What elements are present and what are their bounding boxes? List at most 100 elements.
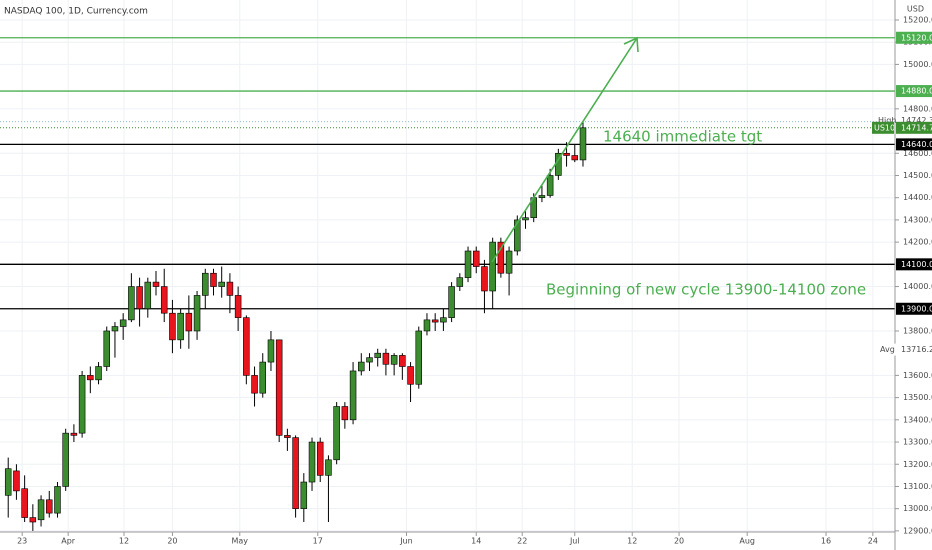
level-label: 15120.0 xyxy=(901,33,932,42)
x-tick-label: 12 xyxy=(627,537,637,546)
candle-body xyxy=(160,286,168,314)
last-value: 14714.7 xyxy=(901,123,932,132)
candle-body xyxy=(390,355,398,365)
y-tick-label: 15000.0 xyxy=(903,60,932,69)
y-tick-label: 13300.0 xyxy=(903,438,932,447)
candle-body xyxy=(415,330,423,385)
y-tick-label: 14400.0 xyxy=(903,193,932,202)
x-tick-label: 20 xyxy=(167,537,177,546)
currency: USD xyxy=(907,5,924,14)
y-tick-label: 13000.0 xyxy=(903,504,932,513)
candle-body xyxy=(177,312,184,341)
candle-body xyxy=(169,312,176,341)
x-tick-label: 17 xyxy=(313,537,323,546)
candle-body xyxy=(95,366,102,381)
x-tick-label: 14 xyxy=(471,537,481,546)
y-tick-label: 13500.0 xyxy=(903,393,932,402)
candle-body xyxy=(464,250,472,278)
x-tick-label: 22 xyxy=(517,537,527,546)
y-tick-label: 14300.0 xyxy=(903,215,932,224)
candle-body xyxy=(103,330,110,367)
candle-body xyxy=(325,459,332,476)
candle-body xyxy=(456,277,464,287)
candle-body xyxy=(37,499,45,521)
candle-body xyxy=(440,317,447,323)
candle-body xyxy=(87,375,94,381)
candle-body xyxy=(21,488,28,518)
y-tick-label: 14600.0 xyxy=(903,149,932,158)
candle-body xyxy=(13,470,20,492)
candle-body xyxy=(497,241,505,274)
candle-body xyxy=(489,241,496,292)
level-box xyxy=(896,302,932,315)
candle-body xyxy=(234,295,242,318)
candle-body xyxy=(407,366,414,385)
avg-box xyxy=(878,343,932,356)
candle-body xyxy=(152,281,160,287)
candle-body xyxy=(431,319,439,323)
x-tick-label: Apr xyxy=(61,537,76,546)
y-tick-label: 13800.0 xyxy=(903,326,932,335)
y-tick-label: 13600.0 xyxy=(903,371,932,380)
y-tick-label: 14000.0 xyxy=(903,282,932,291)
x-tick-label: 12 xyxy=(119,537,129,546)
candle-body xyxy=(62,432,69,487)
candle-body xyxy=(78,375,86,434)
x-tick-label: Jun xyxy=(399,537,413,546)
axes: 15200.015100.015000.014800.014600.014500… xyxy=(17,15,932,546)
trend-arrow xyxy=(491,36,639,263)
candle-body xyxy=(226,281,234,296)
candle-body xyxy=(70,432,78,436)
annotation: Beginning of new cycle 13900-14100 zone xyxy=(546,281,866,299)
candle-body xyxy=(111,326,119,332)
candle-body xyxy=(202,272,209,296)
candle-body xyxy=(505,250,513,274)
candle-body xyxy=(185,312,193,332)
y-tick-label: 14200.0 xyxy=(903,238,932,247)
candle-body xyxy=(333,406,340,461)
last-name-box xyxy=(872,121,894,134)
last-name: US100 xyxy=(874,123,900,132)
y-tick-label: 13400.0 xyxy=(903,415,932,424)
candle-body xyxy=(275,339,283,436)
candle-body xyxy=(119,319,127,327)
candle-body xyxy=(399,355,406,367)
candle-body xyxy=(292,437,299,509)
arrow-head xyxy=(623,36,639,53)
y-tick-label: 13100.0 xyxy=(903,482,932,491)
candle-body xyxy=(210,272,217,287)
level-label: 14640.0 xyxy=(901,140,932,149)
candle-body xyxy=(29,517,37,523)
candle-body xyxy=(448,286,455,318)
candle-body xyxy=(546,175,554,196)
candles xyxy=(4,121,587,531)
high-name: High xyxy=(878,116,896,125)
x-tick-label: 24 xyxy=(868,537,878,546)
candle-body xyxy=(193,295,201,332)
y-tick-label: 13200.0 xyxy=(903,460,932,469)
level-box xyxy=(896,258,932,271)
candle-body xyxy=(481,266,488,292)
candle-body xyxy=(316,441,324,476)
candle-body xyxy=(128,286,135,321)
candle-body xyxy=(472,250,480,267)
x-tick-label: 23 xyxy=(17,537,27,546)
candle-body xyxy=(54,486,61,514)
grid xyxy=(0,0,895,532)
candle-body xyxy=(522,217,529,221)
y-tick-label: 14500.0 xyxy=(903,171,932,180)
candle-body xyxy=(382,352,390,365)
candle-body xyxy=(563,152,570,156)
candle-body xyxy=(267,339,275,363)
candle-body xyxy=(308,441,316,483)
candle-body xyxy=(349,370,357,421)
trend-line xyxy=(491,37,638,263)
candle-body xyxy=(514,219,521,252)
level-box xyxy=(896,85,932,98)
level-box xyxy=(896,31,932,44)
candle-body xyxy=(358,361,365,372)
level-label: 14100.0 xyxy=(901,260,932,269)
x-tick-label: Aug xyxy=(739,537,755,546)
candle-body xyxy=(571,155,579,161)
